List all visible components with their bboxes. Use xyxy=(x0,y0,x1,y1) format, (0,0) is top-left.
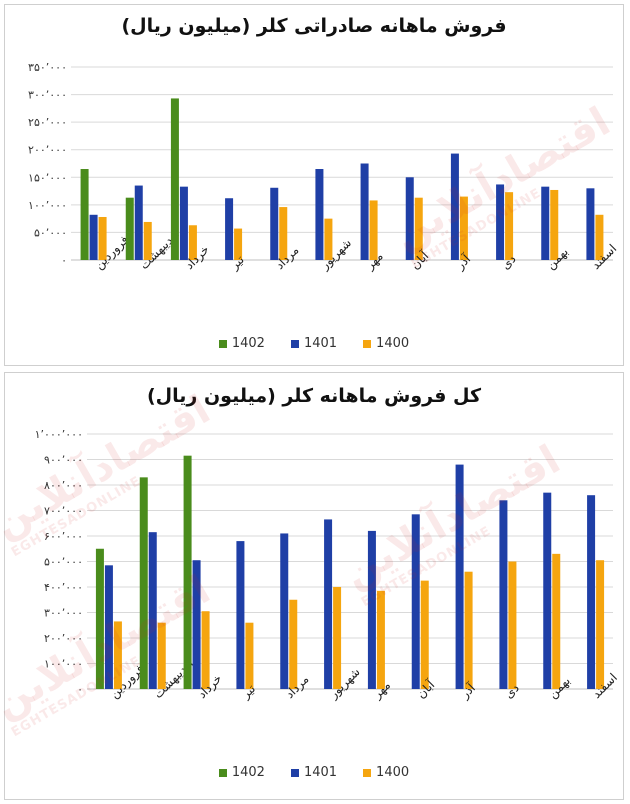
bar-1402 xyxy=(125,197,134,260)
bar-1400 xyxy=(324,218,333,260)
y-tick-label: ۳۰۰٬۰۰۰ xyxy=(44,607,83,620)
y-tick-label: ۵۰۰٬۰۰۰ xyxy=(44,556,83,569)
bar-1401 xyxy=(586,188,595,260)
y-tick-label: ۵۰٬۰۰۰ xyxy=(34,226,67,239)
bar-1402 xyxy=(170,98,179,260)
bar-1401 xyxy=(499,500,508,689)
bar-1401 xyxy=(192,560,201,689)
bar-1401 xyxy=(405,177,414,260)
total-sales-chart: ۰ ۱۰۰٬۰۰۰ ۲۰۰٬۰۰۰ ۳۰۰٬۰۰۰ ۴۰۰٬۰۰۰ ۵۰۰٬۰۰۰ ۶۰۰٬… xyxy=(35,428,620,703)
bar-1400 xyxy=(420,580,429,689)
bar-1401 xyxy=(225,198,234,260)
bar-1401 xyxy=(587,495,596,689)
bar-1401 xyxy=(367,530,376,689)
bar-1401 xyxy=(134,185,143,260)
bar-1400 xyxy=(552,553,561,689)
export-sales-chart: ۰ ۵۰٬۰۰۰ ۱۰۰٬۰۰۰ ۱۵۰٬۰۰۰ ۲۰۰٬۰۰۰ ۲۵۰٬۰۰۰ ۳۰۰٬۰… xyxy=(28,61,619,274)
chart-legend: 1402 1401 1400 xyxy=(5,765,623,780)
legend-swatch-1400 xyxy=(363,768,372,777)
bar-1402 xyxy=(95,548,104,689)
y-tick-label: ۳۰۰٬۰۰۰ xyxy=(28,89,67,102)
bar-1400 xyxy=(464,571,473,689)
bar-1401 xyxy=(89,214,98,260)
y-tick-label: ۶۰۰٬۰۰۰ xyxy=(44,530,83,543)
bar-1400 xyxy=(505,192,514,260)
y-tick-label: ۱۰۰٬۰۰۰ xyxy=(44,658,83,671)
y-tick-label: ۸۰۰٬۰۰۰ xyxy=(44,479,83,492)
legend-label-1402: 1402 xyxy=(231,336,265,351)
y-tick-label: ۱۰۰٬۰۰۰ xyxy=(28,199,67,212)
legend-item-1402: 1402 xyxy=(218,765,265,780)
bar-1401 xyxy=(543,492,552,689)
bar-1400 xyxy=(369,200,378,260)
y-tick-label: ۴۰۰٬۰۰۰ xyxy=(44,581,83,594)
legend-label-1401: 1401 xyxy=(303,765,338,780)
y-tick-label: ۲۰۰٬۰۰۰ xyxy=(44,632,83,645)
bar-1400 xyxy=(188,225,197,260)
y-tick-label: ۰ xyxy=(77,683,83,696)
legend-label-1401: 1401 xyxy=(303,336,338,351)
bar-1401 xyxy=(236,541,245,689)
y-tick-label: ۷۰۰٬۰۰۰ xyxy=(44,505,83,518)
bar-1401 xyxy=(411,514,420,689)
y-tick-label: ۳۵۰٬۰۰۰ xyxy=(28,61,67,74)
chart-title: کل فروش ماهانه کلر (میلیون ریال) xyxy=(146,385,482,407)
bar-1400 xyxy=(508,561,517,689)
bar-1400 xyxy=(376,590,385,689)
y-tick-label: ۲۵۰٬۰۰۰ xyxy=(28,116,67,129)
bar-1401 xyxy=(280,533,289,689)
legend-item-1400: 1400 xyxy=(363,336,409,351)
legend-item-1402: 1402 xyxy=(218,336,265,351)
bar-1400 xyxy=(201,611,210,689)
y-tick-label: ۱٬۰۰۰٬۰۰۰ xyxy=(35,428,83,441)
bar-1400 xyxy=(595,214,604,260)
bar-1400 xyxy=(245,622,254,689)
bar-1401 xyxy=(270,187,279,260)
chart-legend: 1402 1401 1400 xyxy=(5,336,623,351)
legend-swatch-1401 xyxy=(290,768,299,777)
legend-item-1401: 1401 xyxy=(290,336,338,351)
y-tick-label: ۹۰۰٬۰۰۰ xyxy=(44,454,83,467)
legend-label-1402: 1402 xyxy=(231,765,265,780)
bar-1401 xyxy=(104,565,113,689)
bar-1400 xyxy=(459,196,468,260)
bar-1401 xyxy=(315,169,324,260)
bar-1400 xyxy=(414,197,423,260)
y-tick-label: ۱۵۰٬۰۰۰ xyxy=(28,171,67,184)
legend-swatch-1400 xyxy=(363,339,372,348)
legend-label-1400: 1400 xyxy=(376,336,410,351)
bar-1400 xyxy=(596,560,605,689)
chart-title: فروش ماهانه صادراتی کلر (میلیون ریال) xyxy=(121,15,507,37)
legend-swatch-1402 xyxy=(218,339,227,348)
bar-1400 xyxy=(98,216,107,260)
total-sales-chart-panel: کل فروش ماهانه کلر (میلیون ریال) ۰ ۱۰۰٬۰۰… xyxy=(0,372,624,800)
legend-item-1400: 1400 xyxy=(363,765,409,780)
bar-1402 xyxy=(80,169,89,260)
legend-label-1400: 1400 xyxy=(376,765,410,780)
bar-1401 xyxy=(148,532,157,689)
bar-1401 xyxy=(455,464,464,689)
legend-item-1401: 1401 xyxy=(290,765,338,780)
bar-1400 xyxy=(234,228,243,260)
bar-1401 xyxy=(496,184,505,260)
bar-1400 xyxy=(550,189,559,260)
legend-swatch-1402 xyxy=(218,768,227,777)
bar-1402 xyxy=(139,477,148,689)
bar-1401 xyxy=(324,519,333,689)
bar-1400 xyxy=(113,621,122,689)
bar-1402 xyxy=(183,455,192,689)
bar-1400 xyxy=(143,221,152,260)
export-sales-chart-panel: فروش ماهانه صادراتی کلر (میلیون ریال) ۰ ۵… xyxy=(4,4,624,366)
bar-1400 xyxy=(289,599,298,689)
bar-1400 xyxy=(157,622,166,689)
y-tick-label: ۰ xyxy=(61,254,67,267)
bar-1401 xyxy=(450,153,459,260)
legend-swatch-1401 xyxy=(290,339,299,348)
bar-1400 xyxy=(333,587,342,689)
bar-1401 xyxy=(541,186,550,260)
bar-1401 xyxy=(179,186,188,260)
bar-1401 xyxy=(360,163,369,260)
bar-1400 xyxy=(279,207,288,260)
y-tick-label: ۲۰۰٬۰۰۰ xyxy=(28,144,67,157)
